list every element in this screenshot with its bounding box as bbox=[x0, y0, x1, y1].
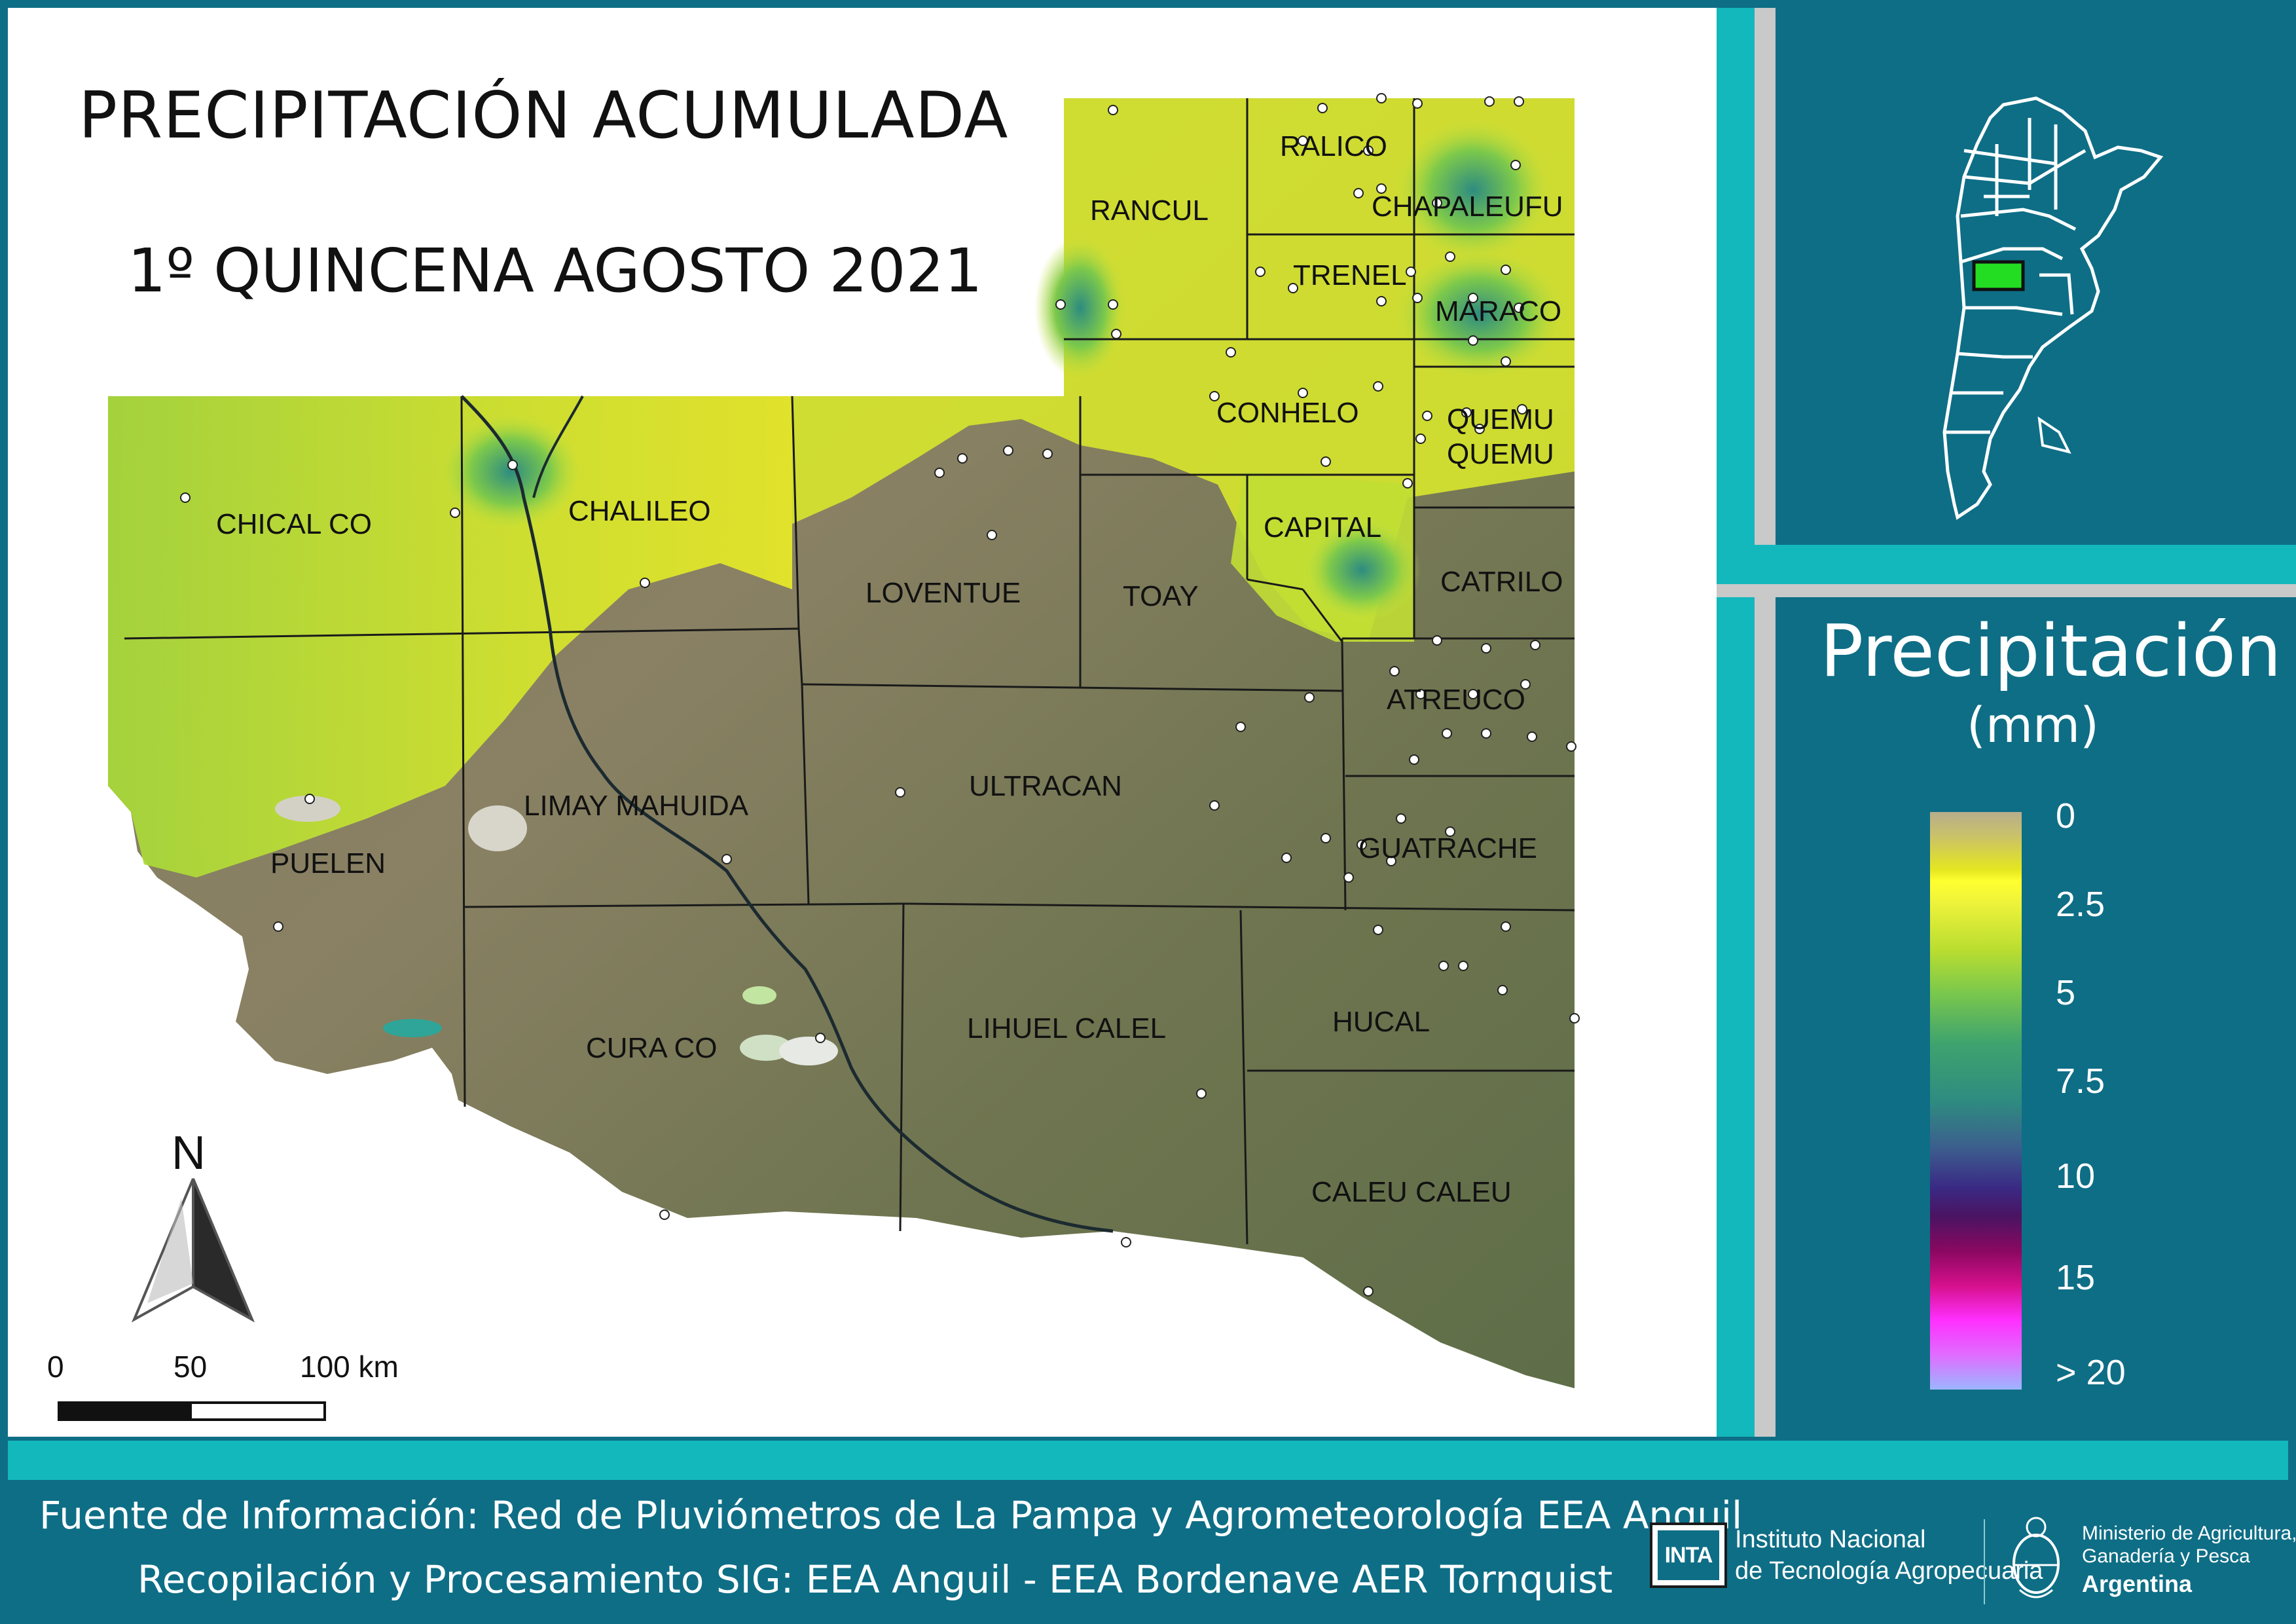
precip-blob-rancul bbox=[1034, 236, 1126, 380]
legend-tick: 7.5 bbox=[2056, 1061, 2105, 1101]
dept-label: QUEMU bbox=[1447, 438, 1554, 470]
argentina-inset-map bbox=[1942, 96, 2164, 521]
ministry-line3: Argentina bbox=[2082, 1570, 2193, 1597]
salt-pan bbox=[275, 796, 340, 822]
map-subtitle: 1º QUINCENA AGOSTO 2021 bbox=[128, 236, 983, 306]
department-borders bbox=[124, 98, 1575, 1245]
legend-tick: 0 bbox=[2056, 796, 2076, 836]
scale-label-100: 100 km bbox=[300, 1350, 399, 1384]
footer-source: Fuente de Información: Red de Pluviómetr… bbox=[39, 1493, 1743, 1538]
dept-label: TOAY bbox=[1123, 580, 1199, 612]
dept-label: CALEU CALEU bbox=[1311, 1176, 1512, 1208]
inta-name-line2: de Tecnología Agropecuaria bbox=[1735, 1557, 2043, 1585]
la-pampa-highlight bbox=[1972, 260, 2025, 291]
dept-label: RANCUL bbox=[1090, 194, 1209, 227]
lake bbox=[742, 986, 776, 1005]
map-title: PRECIPITACIÓN ACUMULADA bbox=[79, 79, 1009, 153]
rain-gauge-stations bbox=[180, 93, 1580, 1297]
inta-logo-text: INTA bbox=[1658, 1530, 1719, 1580]
dept-label: CURA CO bbox=[586, 1032, 717, 1064]
grey-strip-top bbox=[1755, 8, 1776, 545]
dept-label: CATRILO bbox=[1440, 566, 1563, 598]
logo-separator bbox=[1984, 1519, 1985, 1604]
salt-pan bbox=[779, 1037, 838, 1065]
dept-label: QUEMU bbox=[1447, 403, 1554, 435]
dept-label: CONHELO bbox=[1216, 397, 1359, 429]
dept-label: CHAPALEUFU bbox=[1372, 191, 1563, 223]
legend-tick: 10 bbox=[2056, 1156, 2096, 1196]
dept-label: TRENEL bbox=[1293, 259, 1407, 291]
dept-label: MARACO bbox=[1435, 295, 1561, 327]
legend-tick: > 20 bbox=[2056, 1353, 2126, 1392]
legend-title: Precipitación bbox=[1820, 609, 2282, 693]
dept-label: RALICO bbox=[1280, 130, 1387, 162]
footer-processing: Recopilación y Procesamiento SIG: EEA An… bbox=[137, 1557, 1613, 1602]
precip-blob-maraco bbox=[1394, 249, 1565, 380]
department-labels: RANCUL RALICO CHAPALEUFU TRENEL MARACO C… bbox=[216, 130, 1563, 1208]
inta-name-line1: Instituto Nacional bbox=[1735, 1526, 1926, 1553]
precip-west bbox=[108, 396, 792, 877]
dept-label: PUELEN bbox=[270, 847, 386, 879]
inta-logo: INTA bbox=[1650, 1522, 1727, 1588]
dept-label: LOVENTUE bbox=[866, 577, 1021, 609]
dept-label: CHALILEO bbox=[568, 495, 711, 527]
coat-of-arms-icon bbox=[2013, 1517, 2060, 1598]
dept-label: GUATRACHE bbox=[1358, 832, 1537, 864]
legend-tick: 5 bbox=[2056, 973, 2076, 1012]
scale-label-50: 50 bbox=[173, 1350, 208, 1384]
grey-strip-mid2 bbox=[1717, 584, 2296, 597]
north-arrow bbox=[131, 1178, 255, 1323]
dept-label: LIHUEL CALEL bbox=[967, 1012, 1166, 1044]
ministry-line1: Ministerio de Agricultura, bbox=[2082, 1522, 2296, 1544]
dept-label: ATREUCO bbox=[1387, 684, 1525, 716]
bottom-band bbox=[8, 1441, 2288, 1480]
dept-label: HUCAL bbox=[1332, 1006, 1430, 1038]
legend-color-ramp bbox=[1930, 812, 2022, 1390]
precip-blob-chapaleufu bbox=[1394, 118, 1552, 262]
dept-label: CAPITAL bbox=[1264, 511, 1381, 544]
lake bbox=[740, 1035, 792, 1061]
legend-tick: 2.5 bbox=[2056, 885, 2105, 924]
precip-blob-chalileo bbox=[439, 413, 583, 530]
dept-label: CHICAL CO bbox=[216, 508, 372, 540]
teal-border bbox=[1717, 8, 1756, 1437]
precip-blob-capital bbox=[1303, 517, 1421, 622]
salt-pan bbox=[468, 805, 527, 851]
lake bbox=[383, 1019, 442, 1037]
river bbox=[460, 395, 1114, 1233]
scale-bar bbox=[58, 1401, 326, 1421]
north-label: N bbox=[172, 1127, 206, 1179]
legend-unit: (mm) bbox=[1967, 697, 2099, 754]
grey-strip-bottom bbox=[1755, 597, 1776, 1437]
ministry-line2: Ganadería y Pesca bbox=[2082, 1545, 2250, 1567]
legend-tick: 15 bbox=[2056, 1258, 2096, 1297]
dept-label: ULTRACAN bbox=[969, 770, 1122, 802]
river-branch bbox=[532, 396, 584, 498]
scale-label-0: 0 bbox=[47, 1350, 64, 1384]
dept-label: LIMAY MAHUIDA bbox=[524, 790, 749, 822]
